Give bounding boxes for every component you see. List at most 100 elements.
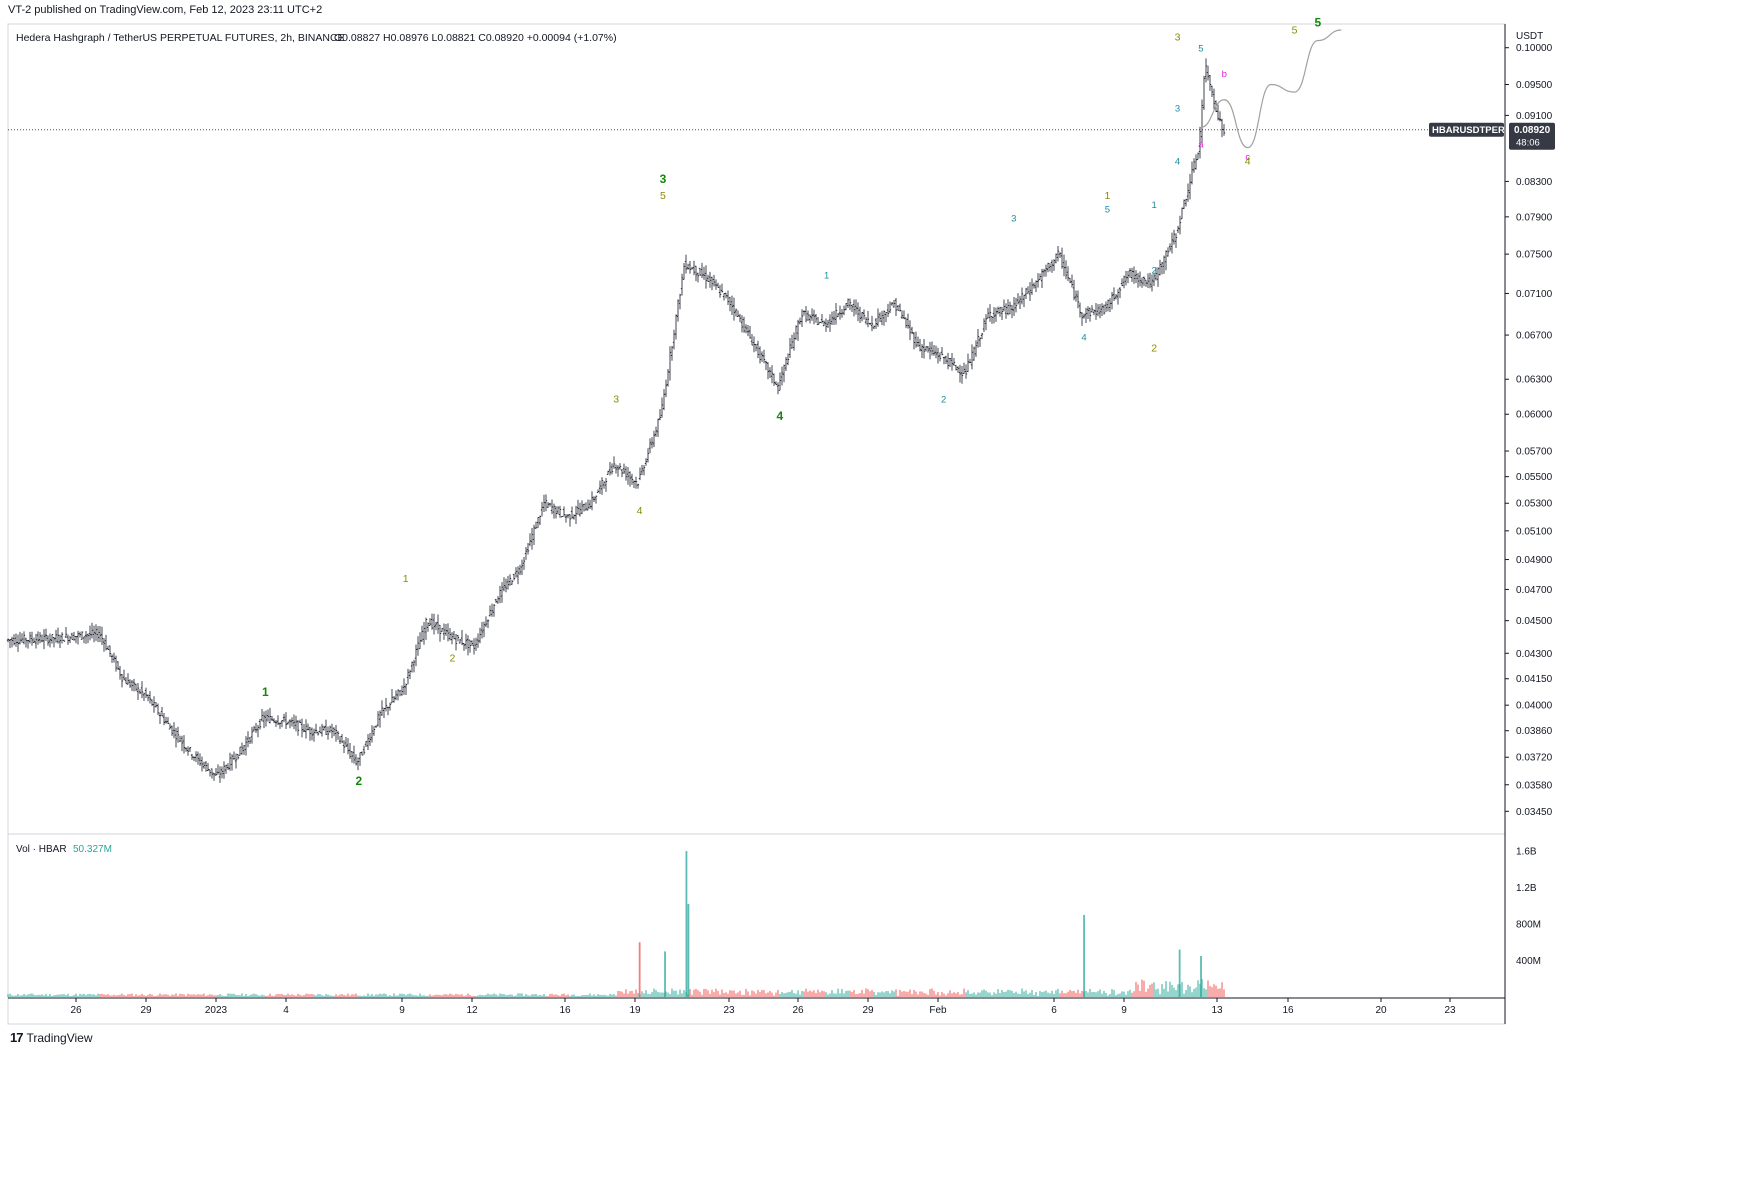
volume-value: 50.327M bbox=[73, 844, 112, 855]
candle bbox=[628, 471, 632, 487]
ohlc-change: +0.00094 (+1.07%) bbox=[527, 32, 617, 44]
volume-bar bbox=[487, 993, 489, 997]
time-axis[interactable]: 26 29 2023 4 9 12 16 19 23 26 29 Feb 6 9 13 16 20 23 bbox=[70, 998, 1456, 1016]
candle bbox=[554, 506, 558, 519]
candle bbox=[126, 673, 130, 685]
candle bbox=[878, 312, 882, 323]
candle bbox=[48, 633, 52, 648]
volume-bar bbox=[915, 991, 917, 997]
volume-bar bbox=[1211, 987, 1213, 997]
candle bbox=[504, 578, 508, 593]
volume-bar bbox=[535, 994, 537, 997]
candle bbox=[530, 528, 534, 550]
candle bbox=[296, 720, 300, 736]
volume-bar bbox=[671, 988, 673, 997]
volume-bar bbox=[97, 993, 99, 997]
symbol-tag bbox=[1429, 122, 1504, 137]
candle bbox=[654, 426, 658, 437]
candle bbox=[492, 604, 496, 617]
volume-bar bbox=[483, 995, 485, 997]
volume-bar bbox=[1183, 993, 1185, 997]
candle bbox=[198, 753, 202, 766]
volume-bar bbox=[909, 989, 911, 997]
candle bbox=[1140, 277, 1144, 288]
volume-bar bbox=[363, 995, 365, 997]
candle bbox=[1098, 304, 1102, 319]
candle bbox=[1208, 74, 1212, 91]
candle bbox=[242, 745, 246, 755]
volume-bar bbox=[279, 994, 281, 997]
price-tick-label: 0.07500 bbox=[1516, 250, 1553, 261]
volume-bar bbox=[1145, 991, 1147, 997]
volume-bar bbox=[1019, 993, 1021, 997]
volume-bar bbox=[435, 994, 437, 997]
candle bbox=[142, 692, 146, 702]
candle bbox=[580, 500, 584, 515]
volume-bar bbox=[303, 995, 305, 997]
candle bbox=[1174, 233, 1178, 249]
candle bbox=[674, 314, 678, 340]
volume-bar bbox=[901, 991, 903, 997]
candle bbox=[94, 624, 98, 641]
price-tick-label: 0.03860 bbox=[1516, 726, 1553, 737]
candle bbox=[1072, 279, 1076, 301]
volume-bar bbox=[385, 994, 387, 997]
volume-spike bbox=[1083, 914, 1085, 997]
candle bbox=[636, 483, 640, 489]
candle bbox=[624, 466, 628, 481]
chart-frame[interactable]: Hedera Hashgraph / TetherUS PERPETUAL FU… bbox=[0, 0, 1568, 1048]
volume-bar bbox=[177, 995, 179, 997]
wave-label-intermediate: 4 bbox=[1245, 155, 1251, 167]
candle bbox=[338, 736, 342, 745]
volume-bar bbox=[863, 993, 865, 997]
volume-bar bbox=[673, 990, 675, 997]
volume-bar bbox=[181, 993, 183, 997]
footer-brand[interactable]: 17 TradingView bbox=[10, 1030, 93, 1045]
volume-bar bbox=[1105, 993, 1107, 997]
candle bbox=[590, 491, 594, 511]
candle bbox=[562, 506, 566, 517]
volume-bar bbox=[129, 994, 131, 997]
candle bbox=[1194, 154, 1198, 170]
volume-bar bbox=[509, 994, 511, 997]
volume-bar bbox=[169, 995, 171, 997]
volume-bar bbox=[635, 989, 637, 997]
candle bbox=[44, 628, 48, 642]
volume-bar bbox=[241, 993, 243, 997]
volume-bar bbox=[313, 994, 315, 997]
volume-bar bbox=[283, 995, 285, 997]
wave-label-abc: c bbox=[1245, 152, 1250, 163]
candle bbox=[870, 315, 874, 332]
wave-label-primary: 3 bbox=[660, 172, 667, 186]
volume-bar bbox=[439, 994, 441, 997]
volume-bar bbox=[1187, 984, 1189, 997]
candle bbox=[788, 337, 792, 359]
candle bbox=[256, 724, 260, 738]
candle bbox=[1160, 261, 1164, 275]
volume-bar bbox=[1219, 988, 1221, 997]
volume-bar bbox=[633, 993, 635, 997]
volume-bar bbox=[607, 995, 609, 997]
candle bbox=[1138, 271, 1142, 287]
volume-bar bbox=[769, 990, 771, 997]
price-axis[interactable]: 0.10000 0.09500 0.09100 0.08300 0.07900 0.075… bbox=[1505, 43, 1553, 818]
candle bbox=[1146, 273, 1150, 288]
volume-bar bbox=[967, 990, 969, 997]
volume-bar bbox=[645, 990, 647, 997]
volume-bar bbox=[1171, 984, 1173, 997]
volume-bar bbox=[679, 989, 681, 997]
volume-bar bbox=[395, 995, 397, 997]
candle bbox=[212, 772, 216, 781]
candle bbox=[792, 332, 796, 351]
candle bbox=[288, 719, 292, 729]
volume-bar bbox=[785, 992, 787, 997]
volume-bar bbox=[795, 993, 797, 997]
volume-bar bbox=[1195, 987, 1197, 997]
candle bbox=[918, 338, 922, 352]
volume-bar bbox=[39, 994, 41, 997]
volume-bar bbox=[513, 995, 515, 997]
chart-svg[interactable]: Hedera Hashgraph / TetherUS PERPETUAL FU… bbox=[0, 0, 1568, 1048]
candle bbox=[202, 761, 206, 769]
volume-bar bbox=[261, 994, 263, 997]
candle bbox=[506, 575, 510, 590]
